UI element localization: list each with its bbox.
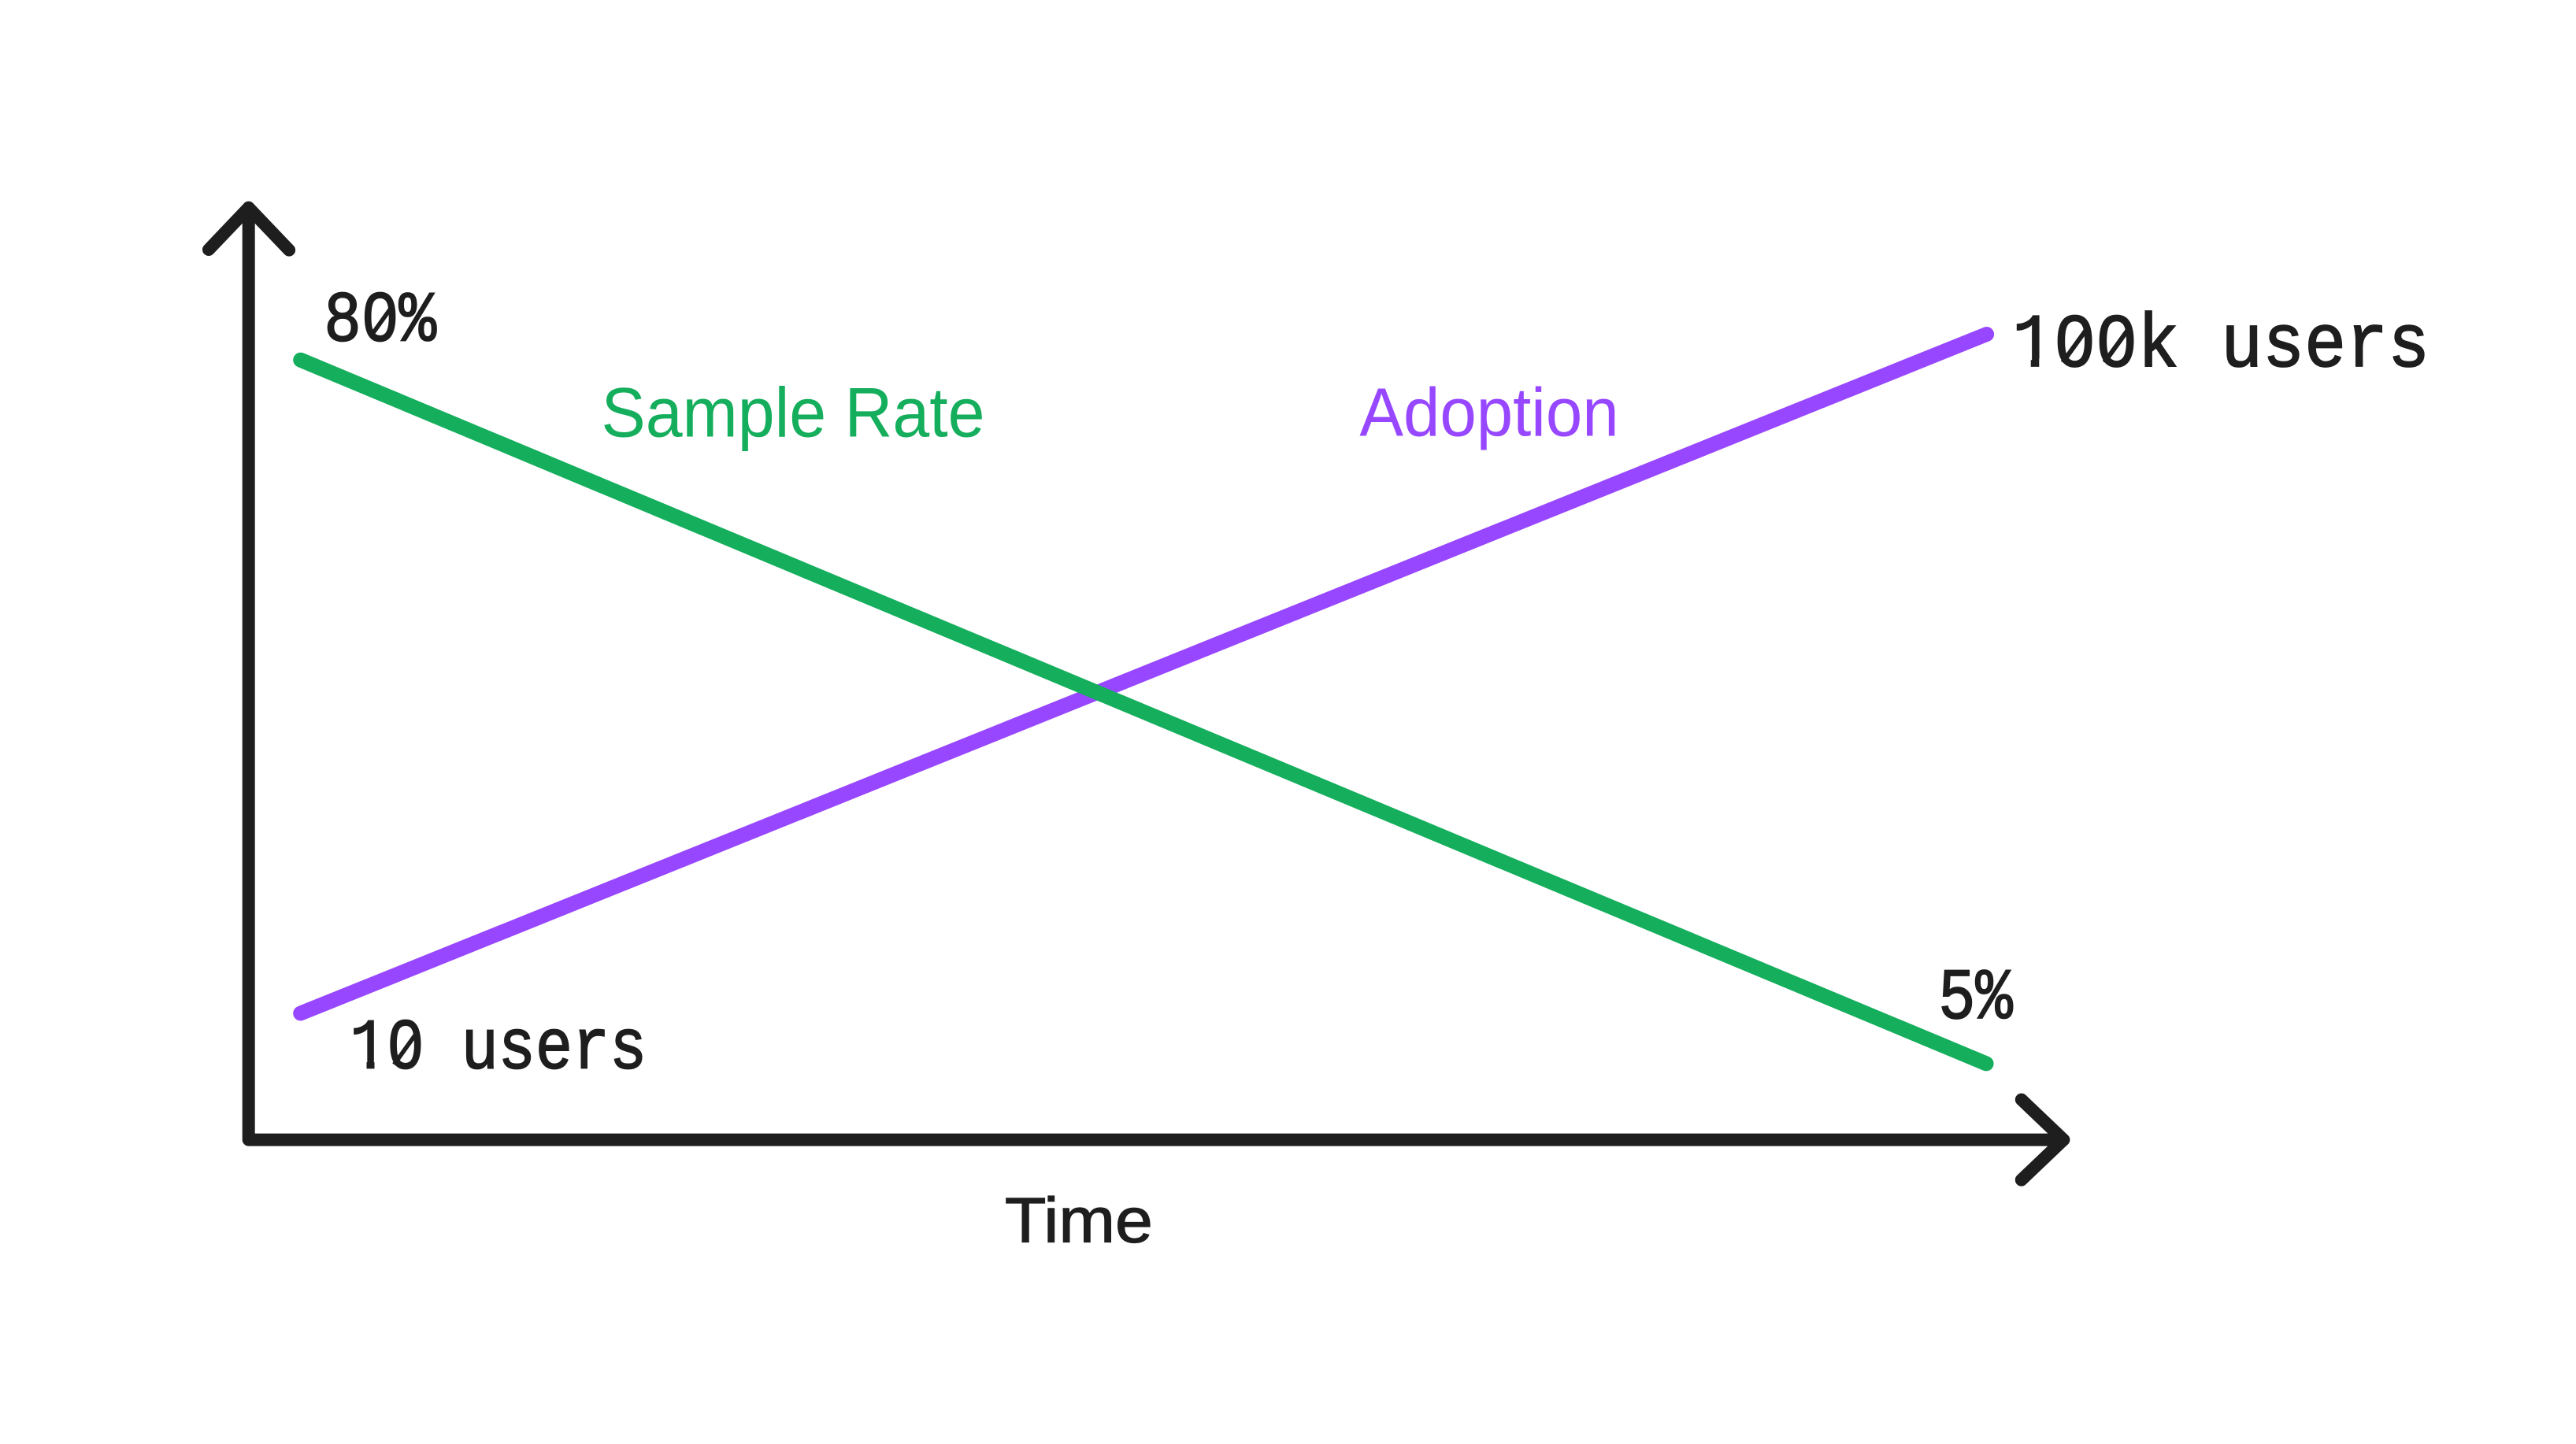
svg-text:5%: 5% (1938, 959, 2012, 1040)
svg-text:Adoption: Adoption (1359, 374, 1618, 451)
svg-text:10 users: 10 users (350, 1009, 647, 1090)
svg-text:100k users: 100k users (2012, 303, 2430, 389)
svg-text:Time: Time (1005, 1185, 1153, 1256)
svg-text:Sample Rate: Sample Rate (602, 373, 985, 452)
